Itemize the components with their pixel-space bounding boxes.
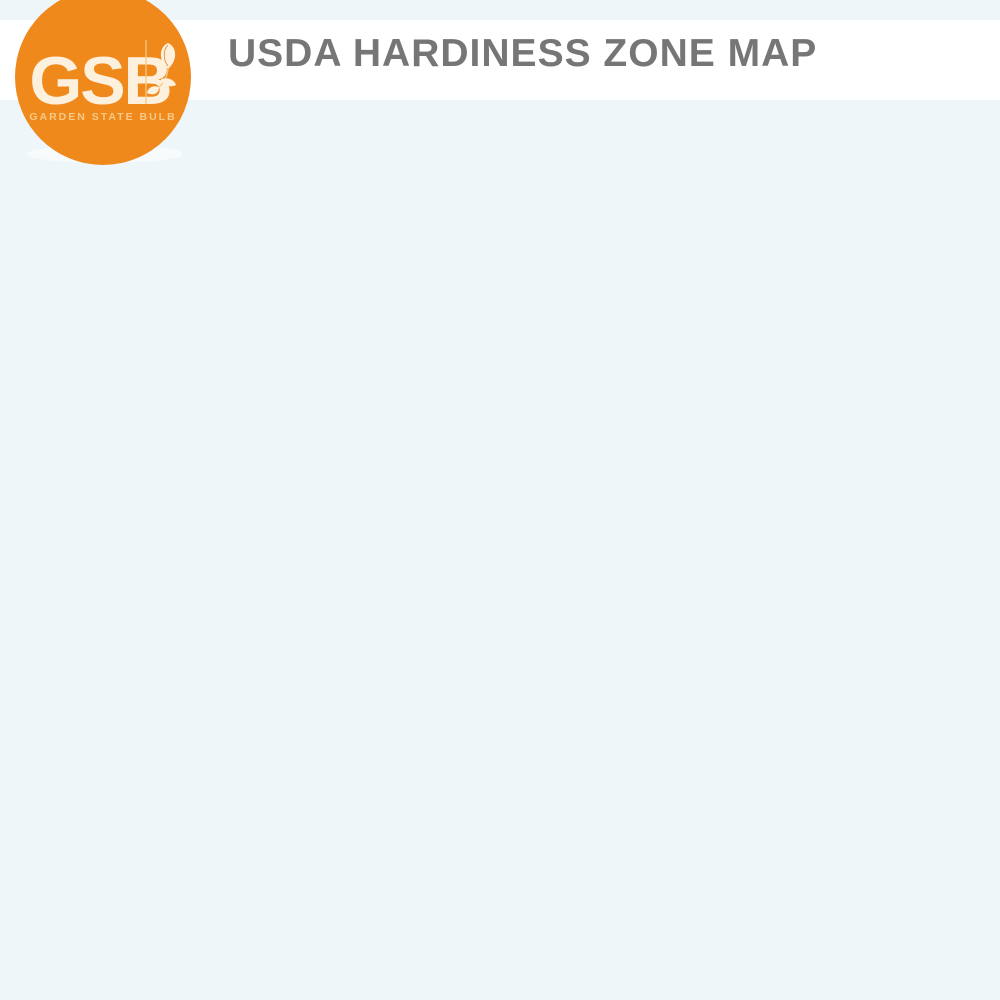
svg-text:GARDEN STATE BULB: GARDEN STATE BULB — [29, 111, 176, 123]
svg-text:GSB: GSB — [29, 43, 170, 119]
